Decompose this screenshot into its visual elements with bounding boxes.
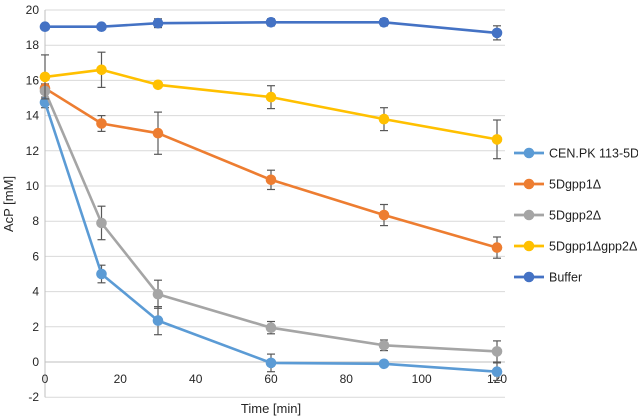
series-4: [39, 51, 503, 160]
data-point-marker: [491, 134, 503, 145]
gridlines: [45, 9, 505, 398]
y-tick-label: 20: [26, 3, 40, 17]
x-tick-label: 80: [340, 372, 354, 386]
data-point-marker: [96, 118, 107, 129]
legend-label: Buffer: [549, 271, 582, 285]
legend-item-2: 5Dgpp1Δ: [514, 178, 601, 192]
data-point-marker: [265, 357, 277, 369]
legend-label: 5Dgpp1Δ: [549, 178, 601, 192]
x-tick-label: 40: [189, 372, 203, 386]
x-tick-label: 20: [114, 372, 128, 386]
y-tick-label: 4: [32, 285, 39, 299]
series-1: [39, 96, 503, 382]
data-point-marker: [39, 71, 51, 83]
data-point-marker: [152, 127, 164, 139]
legend-item-4: 5Dgpp1Δgpp2Δ: [514, 240, 637, 254]
y-tick-label: 14: [26, 109, 40, 123]
x-tick-label: 100: [412, 372, 432, 386]
data-point-marker: [96, 217, 107, 229]
legend: CEN.PK 113-5D 5Dgpp1Δ 5Dgpp2Δ 5Dgpp1Δgpp2Δ B…: [514, 147, 638, 285]
data-point-marker: [378, 340, 390, 351]
legend-marker-icon: [523, 209, 535, 221]
x-tick-label: 0: [42, 372, 49, 386]
data-point-marker: [378, 209, 390, 221]
legend-marker-icon: [523, 240, 535, 252]
data-point-marker: [265, 91, 277, 103]
series-line: [43, 89, 499, 353]
y-tick-label: -2: [28, 390, 39, 404]
y-tick-label: 8: [32, 214, 39, 228]
legend-label: CEN.PK 113-5D: [549, 147, 638, 161]
data-point-marker: [491, 27, 503, 39]
legend-item-5: Buffer: [514, 271, 582, 285]
x-axis-title: Time [min]: [241, 401, 301, 416]
y-tick-label: 12: [26, 144, 40, 158]
y-tick-label: 18: [26, 38, 40, 52]
x-tick-label: 60: [264, 372, 278, 386]
y-tick-label: 0: [32, 355, 39, 369]
series-3: [39, 85, 503, 363]
data-point-marker: [378, 358, 390, 370]
legend-marker-icon: [523, 147, 535, 159]
data-point-marker: [96, 64, 107, 76]
series-line: [43, 87, 499, 249]
legend-label: 5Dgpp2Δ: [549, 209, 601, 223]
data-point-marker: [491, 366, 503, 378]
y-tick-label: 16: [26, 73, 40, 87]
series-5: [39, 17, 503, 41]
data-point-marker: [152, 17, 164, 29]
data-point-marker: [265, 322, 277, 334]
data-point-marker: [491, 346, 503, 357]
legend-label: 5Dgpp1Δgpp2Δ: [549, 240, 637, 254]
data-point-marker: [152, 79, 164, 91]
data-point-marker: [39, 21, 51, 32]
data-point-marker: [378, 113, 390, 125]
series-line: [43, 68, 499, 141]
series-line: [43, 101, 499, 374]
legend-marker-icon: [523, 178, 535, 190]
data-point-marker: [96, 268, 107, 280]
data-point-marker: [491, 242, 503, 253]
x-axis-tick-labels: 0 20 40 60 80 100 120: [42, 372, 508, 386]
y-tick-label: 2: [32, 320, 39, 334]
data-point-marker: [265, 17, 277, 28]
series-line: [43, 20, 499, 35]
data-point-marker: [96, 21, 107, 32]
legend-item-3: 5Dgpp2Δ: [514, 209, 601, 223]
data-point-marker: [265, 174, 277, 186]
legend-item-1: CEN.PK 113-5D: [514, 147, 638, 161]
legend-marker-icon: [523, 271, 535, 283]
data-series-group: [39, 17, 503, 382]
y-tick-label: 6: [32, 249, 39, 263]
y-axis-title: AcP [mM]: [1, 176, 16, 232]
data-point-marker: [152, 315, 164, 326]
data-point-marker: [378, 17, 390, 28]
data-point-marker: [152, 288, 164, 300]
y-tick-label: 10: [26, 179, 40, 193]
